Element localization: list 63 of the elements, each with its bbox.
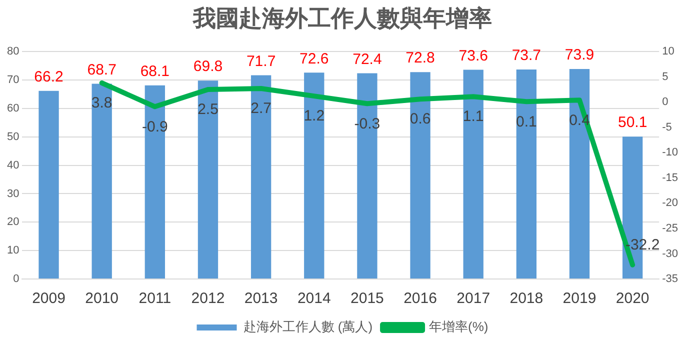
bar [92, 84, 112, 278]
data-label: 71.7 [246, 52, 276, 70]
data-label: 72.8 [406, 50, 435, 67]
y2-tick-label: -30 [662, 248, 678, 260]
bar [463, 70, 484, 278]
data-label: 1.2 [304, 108, 325, 125]
data-label: 72.4 [352, 50, 382, 68]
y2-tick-label: 10 [662, 46, 674, 58]
y-tick-label: 60 [6, 102, 20, 114]
x-tick-label: 2013 [244, 290, 278, 308]
data-label: 73.6 [458, 47, 488, 64]
bar [410, 72, 430, 278]
x-tick-label: 2018 [510, 290, 544, 308]
y2-tick-label: -5 [662, 121, 672, 134]
y2-tick-label: 0 [662, 96, 668, 108]
data-label: 0.1 [516, 113, 537, 130]
data-label: 66.2 [34, 68, 64, 86]
bar [569, 68, 590, 278]
data-label: 0.6 [410, 110, 431, 128]
y-tick-label: 50 [6, 130, 20, 143]
data-label: 68.1 [140, 63, 170, 80]
data-label: 1.1 [462, 108, 484, 126]
data-label: 2.5 [198, 101, 218, 118]
y-tick-label: 0 [13, 273, 20, 286]
data-label: -32.2 [625, 236, 660, 254]
y2-tick-label: -20 [662, 197, 678, 210]
y2-tick-label: -15 [662, 172, 678, 184]
y-tick-label: 40 [6, 159, 20, 172]
bar [38, 90, 59, 278]
y-tick-label: 30 [6, 188, 20, 200]
bar [250, 75, 272, 278]
x-tick-label: 2016 [404, 290, 437, 308]
legend-label: 年增率(%) [429, 319, 488, 334]
y2-tick-label: -25 [662, 222, 678, 234]
x-tick-label: 2017 [456, 290, 490, 308]
y-tick-label: 80 [6, 46, 20, 58]
x-tick-label: 2011 [138, 290, 172, 308]
y-tick-label: 20 [6, 216, 20, 228]
x-tick-label: 2009 [32, 290, 66, 308]
chart-title: 我國赴海外工作人數與年增率 [192, 5, 492, 32]
y-tick-label: 70 [6, 74, 20, 86]
bar [304, 72, 324, 278]
data-label: 50.1 [618, 114, 648, 132]
y-tick-label: 10 [6, 244, 20, 257]
y2-tick-label: 5 [662, 70, 668, 83]
data-label: 69.8 [193, 58, 223, 76]
bar [516, 70, 537, 278]
y2-tick-label: -35 [662, 273, 678, 286]
x-tick-label: 2010 [85, 290, 119, 308]
data-label: 2.7 [250, 100, 272, 118]
data-label: 68.7 [87, 61, 116, 78]
data-label: 73.9 [564, 46, 594, 64]
data-label: 3.8 [91, 94, 112, 112]
legend-label: 赴海外工作人數 (萬人) [243, 319, 373, 334]
data-label: 72.6 [300, 50, 329, 68]
x-tick-label: 2014 [297, 290, 331, 308]
x-tick-label: 2015 [350, 290, 384, 308]
y2-tick-label: -10 [662, 146, 678, 159]
data-label: 73.7 [512, 47, 542, 64]
x-tick-label: 2012 [191, 290, 225, 308]
x-tick-label: 2019 [562, 290, 596, 308]
bar [198, 80, 218, 278]
x-tick-label: 2020 [616, 290, 650, 308]
